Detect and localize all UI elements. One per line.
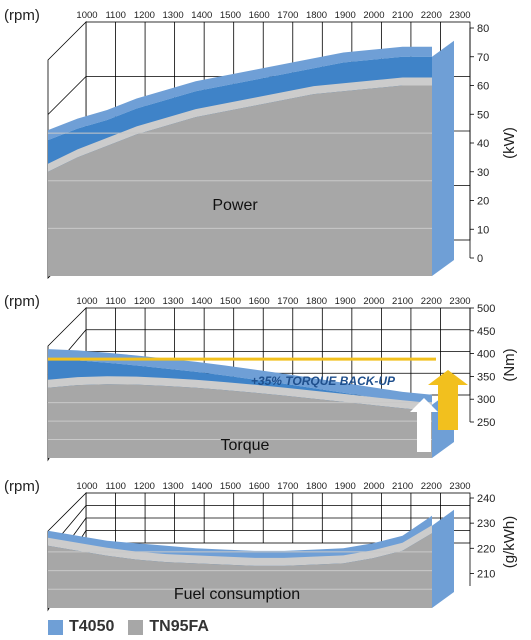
legend-label-t4050: T4050 <box>69 618 115 635</box>
x-tick-label: 1600 <box>249 481 270 492</box>
y-tick-label: 250 <box>477 417 495 429</box>
legend-label-tn95fa: TN95FA <box>149 618 209 635</box>
y-tick-label: 80 <box>477 23 489 35</box>
y-axis-unit-label: (Nm) <box>501 348 518 381</box>
y-tick-label: 70 <box>477 52 489 64</box>
series-t4050-top-band <box>48 349 432 405</box>
x-tick-label: 1600 <box>249 10 270 21</box>
x-tick-label: 1800 <box>306 10 327 21</box>
series-t4050-top-band <box>48 515 432 561</box>
legend-swatch-t4050 <box>48 619 63 635</box>
y-tick-label: 40 <box>477 138 489 150</box>
x-tick-label: 1000 <box>76 481 97 492</box>
y-tick-label: 0 <box>477 253 483 265</box>
chart-2: (rpm) 1000 1100 1200 1300 1400 1500 1600 1700 180… <box>4 478 518 612</box>
y-tick-label: 220 <box>477 543 495 555</box>
y-axis-unit-label: (kW) <box>501 127 518 159</box>
x-tick-label: 1700 <box>277 10 298 21</box>
y-axis-unit-label: (g/kWh) <box>501 516 518 569</box>
x-tick-label: 2300 <box>449 10 470 21</box>
chart-0: (rpm) 1000 1100 1200 1300 1400 1500 1600 1700 180… <box>4 7 518 279</box>
x-tick-label: 1900 <box>335 296 356 307</box>
y-tick-label: 400 <box>477 349 495 361</box>
x-tick-label: 1500 <box>220 481 241 492</box>
x-tick-label: 1300 <box>163 296 184 307</box>
grid-line-side <box>47 76 87 115</box>
x-tick-label: 1100 <box>105 296 125 307</box>
y-tick-label: 450 <box>477 326 495 338</box>
torque-white-arrow <box>410 398 438 452</box>
x-tick-label: 2300 <box>449 296 470 307</box>
y-tick-label: 500 <box>477 303 495 315</box>
x-tick-label: 1500 <box>220 296 241 307</box>
x-tick-label: 2200 <box>421 10 442 21</box>
x-tick-label: 2300 <box>449 481 470 492</box>
x-tick-label: 1200 <box>134 481 155 492</box>
x-tick-label: 2200 <box>421 481 442 492</box>
x-axis-unit-label: (rpm) <box>4 7 40 24</box>
x-tick-label: 2100 <box>392 296 413 307</box>
torque-backup-arrow <box>428 370 468 430</box>
x-tick-label: 1100 <box>105 10 125 21</box>
x-tick-label: 2000 <box>363 481 384 492</box>
y-tick-label: 350 <box>477 371 495 383</box>
series-t4050-top-band <box>48 46 432 141</box>
x-tick-label: 2100 <box>392 10 413 21</box>
x-tick-label: 1700 <box>277 481 298 492</box>
x-tick-label: 1800 <box>306 481 327 492</box>
series-t4050-side <box>432 40 454 276</box>
x-tick-label: 1500 <box>220 10 241 21</box>
x-tick-label: 1300 <box>163 481 184 492</box>
panel-title: Fuel consumption <box>174 586 300 603</box>
legend: T4050 TN95FA <box>48 618 223 636</box>
x-tick-label: 1000 <box>76 296 97 307</box>
y-tick-label: 30 <box>477 167 489 179</box>
x-tick-label: 2000 <box>363 296 384 307</box>
y-tick-label: 10 <box>477 224 489 236</box>
legend-swatch-tn95fa <box>128 619 144 635</box>
x-tick-label: 2200 <box>421 296 442 307</box>
y-tick-label: 210 <box>477 568 495 580</box>
y-tick-label: 50 <box>477 109 489 121</box>
x-tick-label: 1200 <box>134 296 155 307</box>
y-tick-label: 20 <box>477 196 489 208</box>
x-tick-label: 1400 <box>191 296 212 307</box>
x-axis-unit-label: (rpm) <box>4 293 40 310</box>
y-tick-label: 60 <box>477 81 489 93</box>
x-tick-label: 1100 <box>105 481 125 492</box>
panel-title: Torque <box>221 437 270 454</box>
series-tn95fa-top-band <box>48 376 432 412</box>
y-tick-label: 300 <box>477 394 495 406</box>
x-tick-label: 1900 <box>335 481 356 492</box>
torque-backup-label: +35% TORQUE BACK-UP <box>251 374 396 388</box>
chart-1: (rpm) 1000 1100 1200 1300 1400 1500 1600 1700 180… <box>4 293 518 462</box>
y-tick-label: 230 <box>477 518 495 530</box>
x-tick-label: 1600 <box>249 296 270 307</box>
x-tick-label: 1900 <box>335 10 356 21</box>
x-axis-unit-label: (rpm) <box>4 478 40 495</box>
series-t4050-side <box>432 509 454 608</box>
x-tick-label: 1400 <box>191 481 212 492</box>
x-tick-label: 1400 <box>191 10 212 21</box>
x-tick-label: 1700 <box>277 296 298 307</box>
x-tick-label: 1200 <box>134 10 155 21</box>
y-tick-label: 240 <box>477 493 495 505</box>
x-tick-label: 2000 <box>363 10 384 21</box>
series-tn95fa-top-band <box>48 525 432 566</box>
panel-title: Power <box>212 197 258 214</box>
x-tick-label: 2100 <box>392 481 413 492</box>
legend-item-t4050: T4050 <box>48 618 114 636</box>
x-tick-label: 1000 <box>76 10 97 21</box>
x-tick-label: 1300 <box>163 10 184 21</box>
x-tick-label: 1800 <box>306 296 327 307</box>
legend-item-tn95fa: TN95FA <box>128 618 209 636</box>
